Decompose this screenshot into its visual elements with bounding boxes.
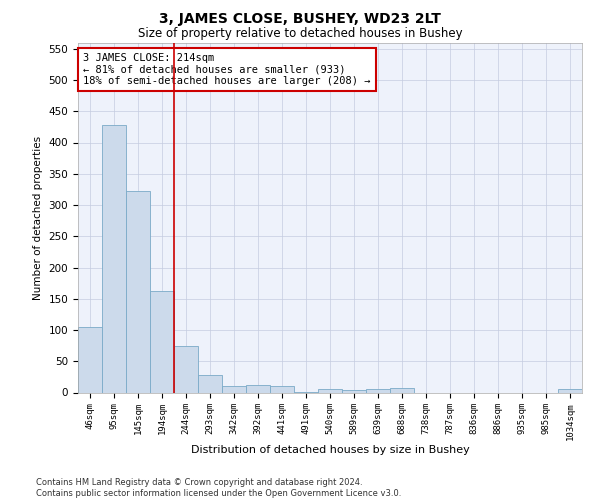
Text: 3 JAMES CLOSE: 214sqm
← 81% of detached houses are smaller (933)
18% of semi-det: 3 JAMES CLOSE: 214sqm ← 81% of detached … (83, 53, 371, 86)
Bar (270, 386, 294, 392)
Bar (390, 388, 414, 392)
Bar (366, 390, 390, 392)
Y-axis label: Number of detached properties: Number of detached properties (33, 136, 43, 300)
Bar (78, 327, 102, 392)
Bar (246, 385, 270, 392)
Text: Contains HM Land Registry data © Crown copyright and database right 2024.
Contai: Contains HM Land Registry data © Crown c… (36, 478, 401, 498)
Text: 3, JAMES CLOSE, BUSHEY, WD23 2LT: 3, JAMES CLOSE, BUSHEY, WD23 2LT (159, 12, 441, 26)
Text: Size of property relative to detached houses in Bushey: Size of property relative to detached ho… (137, 28, 463, 40)
Bar (318, 390, 342, 392)
Bar (222, 386, 246, 392)
Bar (342, 390, 366, 392)
Bar (558, 390, 582, 392)
Bar (174, 346, 198, 393)
Bar (198, 375, 222, 392)
Bar (102, 125, 126, 392)
X-axis label: Distribution of detached houses by size in Bushey: Distribution of detached houses by size … (191, 446, 469, 456)
Bar (150, 290, 174, 392)
Bar (126, 191, 150, 392)
